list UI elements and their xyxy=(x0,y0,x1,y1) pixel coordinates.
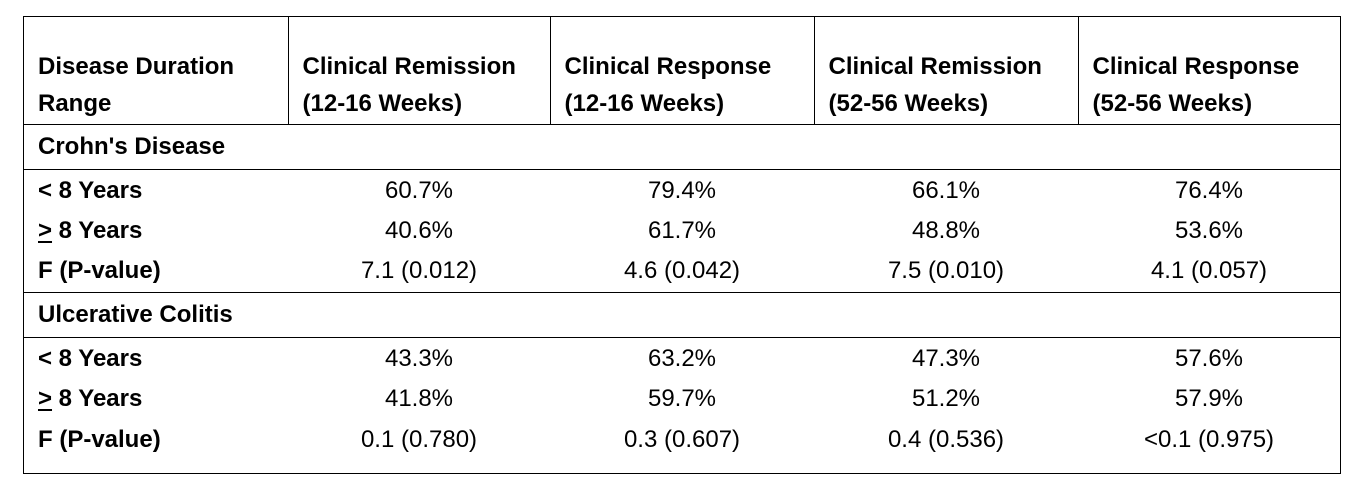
column-header-response-52-56: Clinical Response (52-56 Weeks) xyxy=(1092,52,1300,117)
table-cell: 7.1 (0.012) xyxy=(360,257,478,285)
header-row: Disease Duration Range Clinical Remissio… xyxy=(24,17,1340,124)
row-label: > 8 Years xyxy=(38,216,143,244)
table-cell: 43.3% xyxy=(384,345,454,373)
table-row: < 8 Years 60.7% 79.4% 66.1% 76.4% xyxy=(24,169,1340,210)
section-row-ulcerative-colitis: Ulcerative Colitis xyxy=(24,292,1340,337)
table-cell: 63.2% xyxy=(647,345,717,373)
table-cell: 4.1 (0.057) xyxy=(1150,257,1268,285)
table-row: > 8 Years 41.8% 59.7% 51.2% 57.9% xyxy=(24,378,1340,419)
table-cell: 7.5 (0.010) xyxy=(887,257,1005,285)
table-cell: 51.2% xyxy=(911,384,981,412)
row-label: < 8 Years xyxy=(38,345,143,373)
table-cell: <0.1 (0.975) xyxy=(1143,425,1275,453)
table-row: < 8 Years 43.3% 63.2% 47.3% 57.6% xyxy=(24,337,1340,378)
column-header-remission-12-16: Clinical Remission (12-16 Weeks) xyxy=(288,17,551,124)
table-cell: 48.8% xyxy=(911,216,981,244)
section-title: Crohn's Disease xyxy=(38,132,226,160)
section-row-crohns: Crohn's Disease xyxy=(24,124,1340,169)
table-cell: 57.6% xyxy=(1174,345,1244,373)
row-label: > 8 Years xyxy=(38,384,143,412)
table-cell: 60.7% xyxy=(384,177,454,205)
table-cell: 76.4% xyxy=(1174,177,1244,205)
column-header-remission-52-56: Clinical Remission (52-56 Weeks) xyxy=(814,17,1079,124)
table-cell: 57.9% xyxy=(1174,384,1244,412)
table-cell: 53.6% xyxy=(1174,216,1244,244)
table-cell: 0.4 (0.536) xyxy=(887,425,1005,453)
table-cell: 66.1% xyxy=(911,177,981,205)
table-cell: 40.6% xyxy=(384,216,454,244)
results-table-container: Disease Duration Range Clinical Remissio… xyxy=(23,16,1341,474)
row-label: F (P-value) xyxy=(38,257,161,285)
table-cell: 59.7% xyxy=(647,384,717,412)
column-header-duration: Disease Duration Range xyxy=(24,17,289,124)
section-title: Ulcerative Colitis xyxy=(38,300,233,328)
table-cell: 0.3 (0.607) xyxy=(623,425,741,453)
table-row: F (P-value) 7.1 (0.012) 4.6 (0.042) 7.5 … xyxy=(24,251,1340,292)
row-label: < 8 Years xyxy=(38,177,143,205)
table-row: > 8 Years 40.6% 61.7% 48.8% 53.6% xyxy=(24,210,1340,251)
table-cell: 4.6 (0.042) xyxy=(623,257,741,285)
table-cell: 79.4% xyxy=(647,177,717,205)
table-cell: 0.1 (0.780) xyxy=(360,425,478,453)
row-label: F (P-value) xyxy=(38,425,161,453)
table-row: F (P-value) 0.1 (0.780) 0.3 (0.607) 0.4 … xyxy=(24,419,1340,460)
column-header-response-12-16: Clinical Response (12-16 Weeks) xyxy=(550,17,815,124)
results-table: Disease Duration Range Clinical Remissio… xyxy=(24,17,1340,460)
table-cell: 47.3% xyxy=(911,345,981,373)
table-cell: 41.8% xyxy=(384,384,454,412)
table-cell: 61.7% xyxy=(647,216,717,244)
